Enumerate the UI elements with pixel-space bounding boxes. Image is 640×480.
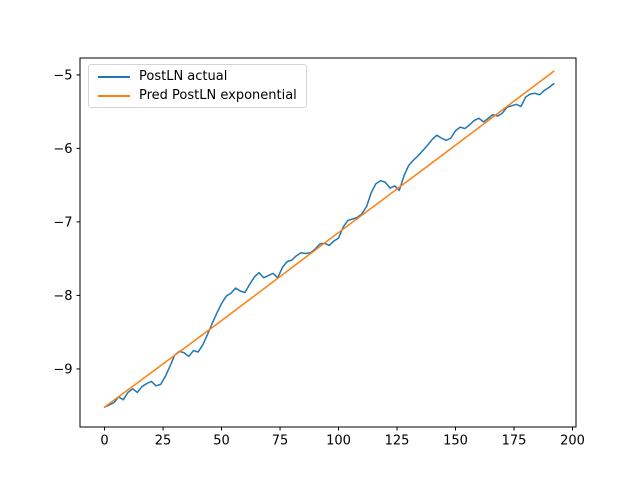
y-tick-label: −9 — [53, 362, 72, 377]
legend-line-swatch-orange — [98, 94, 130, 97]
y-tick-label: −6 — [53, 142, 72, 157]
legend: PostLN actual Pred PostLN exponential — [88, 64, 307, 108]
legend-label: Pred PostLN exponential — [139, 88, 297, 103]
y-tick-label: −7 — [53, 215, 72, 230]
x-tick-label: 25 — [155, 434, 172, 449]
x-tick-label: 50 — [213, 434, 230, 449]
x-tick-label: 75 — [272, 434, 289, 449]
x-tick-label: 175 — [502, 434, 527, 449]
x-tick-label: 200 — [560, 434, 585, 449]
series-line-1 — [103, 70, 555, 408]
x-tick-label: 100 — [326, 434, 351, 449]
x-tick-label: 125 — [385, 434, 410, 449]
y-tick-label: −5 — [53, 68, 72, 83]
legend-entry-pred: Pred PostLN exponential — [98, 88, 297, 103]
plot-area — [79, 57, 577, 428]
y-tick-label: −8 — [53, 289, 72, 304]
legend-entry-actual: PostLN actual — [98, 69, 296, 84]
x-tick-label: 150 — [443, 434, 468, 449]
x-tick-label: 0 — [100, 434, 108, 449]
legend-label: PostLN actual — [139, 69, 228, 84]
legend-line-swatch-blue — [98, 75, 130, 78]
